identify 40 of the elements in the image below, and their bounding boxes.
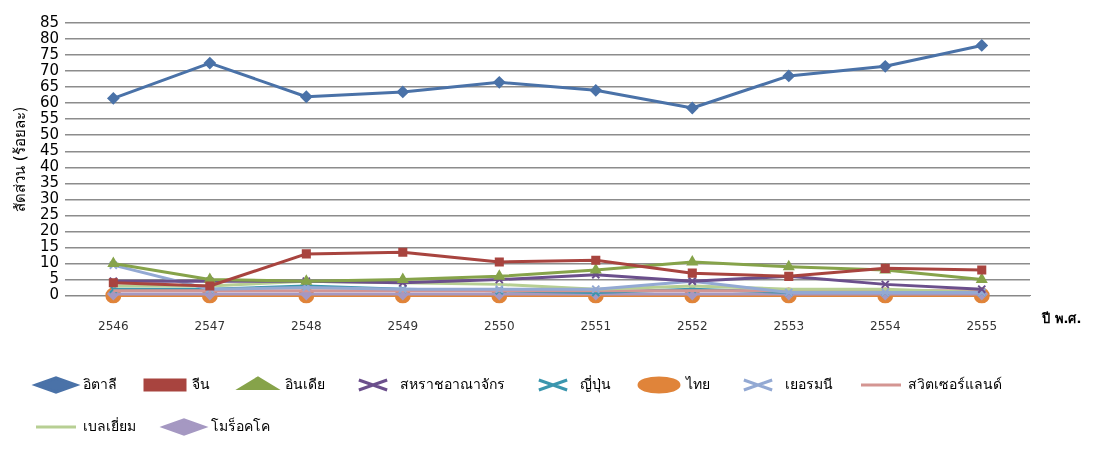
x-tick-label: 2547 bbox=[194, 318, 226, 333]
y-tick-label: 0 bbox=[49, 285, 60, 304]
legend-label: โมร็อคโค bbox=[211, 416, 270, 434]
legend-label: ไทย bbox=[685, 375, 710, 392]
legend-label: อินเดีย bbox=[285, 375, 325, 392]
x-tick-label: 2554 bbox=[869, 318, 901, 333]
x-tick-label: 2551 bbox=[580, 318, 612, 333]
y-tick-label: 85 bbox=[39, 12, 60, 31]
y-tick-label: 60 bbox=[39, 93, 60, 112]
legend-label: สวิตเซอร์แลนด์ bbox=[908, 375, 1002, 392]
legend-label: ญี่ปุ่น bbox=[580, 374, 611, 393]
x-tick-label: 2552 bbox=[677, 318, 708, 333]
y-axis-title: สัดส่วน (ร้อยละ) bbox=[10, 106, 29, 213]
legend-label: เบลเยี่ยม bbox=[83, 416, 136, 434]
y-tick-label: 55 bbox=[39, 109, 60, 128]
y-tick-label: 65 bbox=[39, 77, 60, 96]
x-tick-label: 2555 bbox=[966, 318, 998, 333]
y-tick-label: 45 bbox=[39, 141, 60, 160]
y-tick-label: 40 bbox=[39, 157, 60, 176]
y-tick-label: 70 bbox=[39, 61, 60, 79]
legend-label: เยอรมนี bbox=[785, 375, 833, 392]
x-tick-label: 2550 bbox=[484, 318, 515, 333]
y-tick-label: 20 bbox=[39, 221, 60, 240]
legend-label: จีน bbox=[192, 375, 210, 392]
legend-label: อิตาลี bbox=[83, 375, 117, 392]
x-tick-label: 2553 bbox=[773, 318, 805, 333]
y-tick-label: 80 bbox=[39, 28, 60, 47]
y-tick-label: 35 bbox=[39, 173, 60, 192]
y-tick-label: 75 bbox=[39, 44, 60, 63]
x-tick-label: 2548 bbox=[291, 318, 322, 333]
y-tick-label: 30 bbox=[39, 189, 60, 208]
y-tick-label: 10 bbox=[39, 253, 60, 272]
y-tick-label: 25 bbox=[39, 205, 60, 224]
y-tick-label: 15 bbox=[39, 237, 60, 256]
x-tick-label: 2549 bbox=[387, 318, 419, 333]
x-axis-title: ปี พ.ศ. bbox=[1041, 310, 1082, 326]
legend-label: สหราชอาณาจักร bbox=[400, 375, 505, 392]
y-tick-label: 50 bbox=[39, 125, 60, 144]
y-tick-label: 5 bbox=[49, 269, 60, 288]
x-tick-label: 2546 bbox=[98, 318, 129, 333]
